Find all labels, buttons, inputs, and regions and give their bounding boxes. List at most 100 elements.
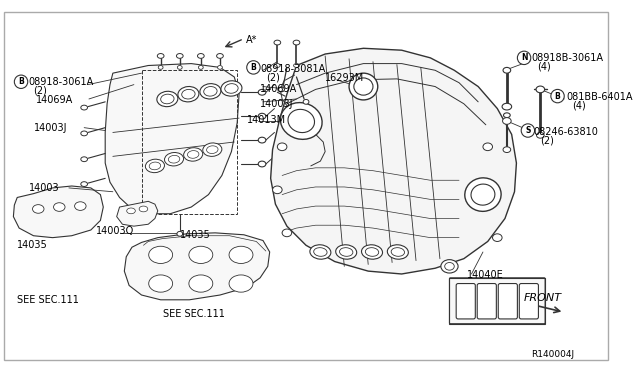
Text: 14013M: 14013M bbox=[247, 115, 286, 125]
Ellipse shape bbox=[207, 146, 218, 154]
Ellipse shape bbox=[275, 64, 280, 67]
Ellipse shape bbox=[148, 275, 173, 292]
Ellipse shape bbox=[178, 87, 199, 102]
Ellipse shape bbox=[282, 229, 292, 237]
Ellipse shape bbox=[294, 64, 300, 67]
Text: 14003J: 14003J bbox=[260, 99, 294, 109]
Text: A*: A* bbox=[246, 35, 257, 45]
Ellipse shape bbox=[504, 113, 510, 118]
Ellipse shape bbox=[81, 131, 88, 136]
Ellipse shape bbox=[517, 51, 531, 65]
Ellipse shape bbox=[258, 113, 266, 119]
Ellipse shape bbox=[54, 203, 65, 211]
Text: 14035: 14035 bbox=[17, 240, 48, 250]
Ellipse shape bbox=[310, 245, 331, 259]
Text: (4): (4) bbox=[538, 62, 551, 72]
Ellipse shape bbox=[314, 248, 327, 256]
Ellipse shape bbox=[81, 105, 88, 110]
Ellipse shape bbox=[216, 54, 223, 58]
Ellipse shape bbox=[471, 184, 495, 205]
Ellipse shape bbox=[81, 157, 88, 161]
Ellipse shape bbox=[164, 153, 184, 166]
Ellipse shape bbox=[200, 84, 221, 99]
Text: 14035: 14035 bbox=[180, 230, 211, 240]
Ellipse shape bbox=[168, 155, 180, 163]
Ellipse shape bbox=[551, 89, 564, 103]
Ellipse shape bbox=[503, 67, 511, 73]
Text: 08918-3081A: 08918-3081A bbox=[260, 64, 325, 74]
Ellipse shape bbox=[189, 246, 212, 263]
Text: 14003: 14003 bbox=[29, 183, 60, 193]
Ellipse shape bbox=[483, 143, 493, 151]
Ellipse shape bbox=[503, 147, 511, 153]
Polygon shape bbox=[271, 48, 516, 274]
Text: 14003Q: 14003Q bbox=[95, 226, 134, 236]
Text: B: B bbox=[18, 77, 24, 86]
Ellipse shape bbox=[441, 260, 458, 273]
Ellipse shape bbox=[148, 246, 173, 263]
Ellipse shape bbox=[493, 234, 502, 241]
Ellipse shape bbox=[278, 87, 285, 92]
Text: (2): (2) bbox=[266, 72, 280, 82]
Text: 16293M: 16293M bbox=[325, 73, 364, 83]
Text: S: S bbox=[525, 126, 531, 135]
Ellipse shape bbox=[177, 54, 183, 58]
Ellipse shape bbox=[391, 248, 404, 256]
Ellipse shape bbox=[274, 40, 281, 45]
Ellipse shape bbox=[502, 103, 511, 110]
Ellipse shape bbox=[362, 245, 383, 259]
Ellipse shape bbox=[218, 65, 222, 69]
Ellipse shape bbox=[221, 81, 242, 96]
Ellipse shape bbox=[273, 186, 282, 194]
Text: R140004J: R140004J bbox=[531, 350, 574, 359]
Ellipse shape bbox=[225, 84, 238, 93]
Ellipse shape bbox=[157, 54, 164, 58]
Ellipse shape bbox=[75, 202, 86, 211]
Ellipse shape bbox=[203, 143, 222, 156]
Ellipse shape bbox=[184, 148, 203, 161]
Polygon shape bbox=[13, 186, 103, 238]
Ellipse shape bbox=[258, 137, 266, 143]
FancyBboxPatch shape bbox=[477, 283, 497, 319]
Text: B: B bbox=[555, 92, 561, 100]
Polygon shape bbox=[449, 278, 545, 324]
Ellipse shape bbox=[145, 159, 164, 173]
Ellipse shape bbox=[149, 162, 161, 170]
Text: B: B bbox=[250, 63, 256, 72]
Ellipse shape bbox=[258, 89, 266, 95]
Polygon shape bbox=[116, 201, 158, 226]
Ellipse shape bbox=[247, 61, 260, 74]
FancyBboxPatch shape bbox=[456, 283, 476, 319]
Polygon shape bbox=[105, 64, 239, 214]
Text: (2): (2) bbox=[33, 86, 47, 96]
Text: 08918B-3061A: 08918B-3061A bbox=[532, 53, 604, 63]
Ellipse shape bbox=[81, 182, 88, 186]
FancyBboxPatch shape bbox=[499, 283, 517, 319]
Ellipse shape bbox=[465, 178, 501, 211]
Ellipse shape bbox=[349, 73, 378, 100]
FancyBboxPatch shape bbox=[519, 283, 538, 319]
Ellipse shape bbox=[161, 94, 174, 104]
Ellipse shape bbox=[258, 161, 266, 167]
Text: 14069A: 14069A bbox=[260, 84, 298, 94]
Ellipse shape bbox=[182, 89, 195, 99]
Text: (4): (4) bbox=[572, 101, 586, 111]
Text: 14069A: 14069A bbox=[36, 95, 74, 105]
Ellipse shape bbox=[521, 124, 534, 137]
Ellipse shape bbox=[387, 245, 408, 259]
Ellipse shape bbox=[127, 208, 135, 214]
Ellipse shape bbox=[177, 231, 182, 236]
Text: 14040E: 14040E bbox=[467, 270, 504, 280]
Ellipse shape bbox=[229, 275, 253, 292]
Ellipse shape bbox=[188, 151, 199, 158]
Ellipse shape bbox=[189, 275, 212, 292]
Ellipse shape bbox=[177, 65, 182, 69]
Ellipse shape bbox=[536, 132, 544, 138]
Ellipse shape bbox=[198, 65, 204, 69]
Ellipse shape bbox=[204, 87, 217, 96]
Ellipse shape bbox=[139, 206, 148, 212]
Ellipse shape bbox=[157, 91, 178, 107]
Text: FRONT: FRONT bbox=[524, 293, 562, 303]
Ellipse shape bbox=[536, 86, 545, 93]
Text: 081BB-6401A: 081BB-6401A bbox=[566, 92, 633, 102]
